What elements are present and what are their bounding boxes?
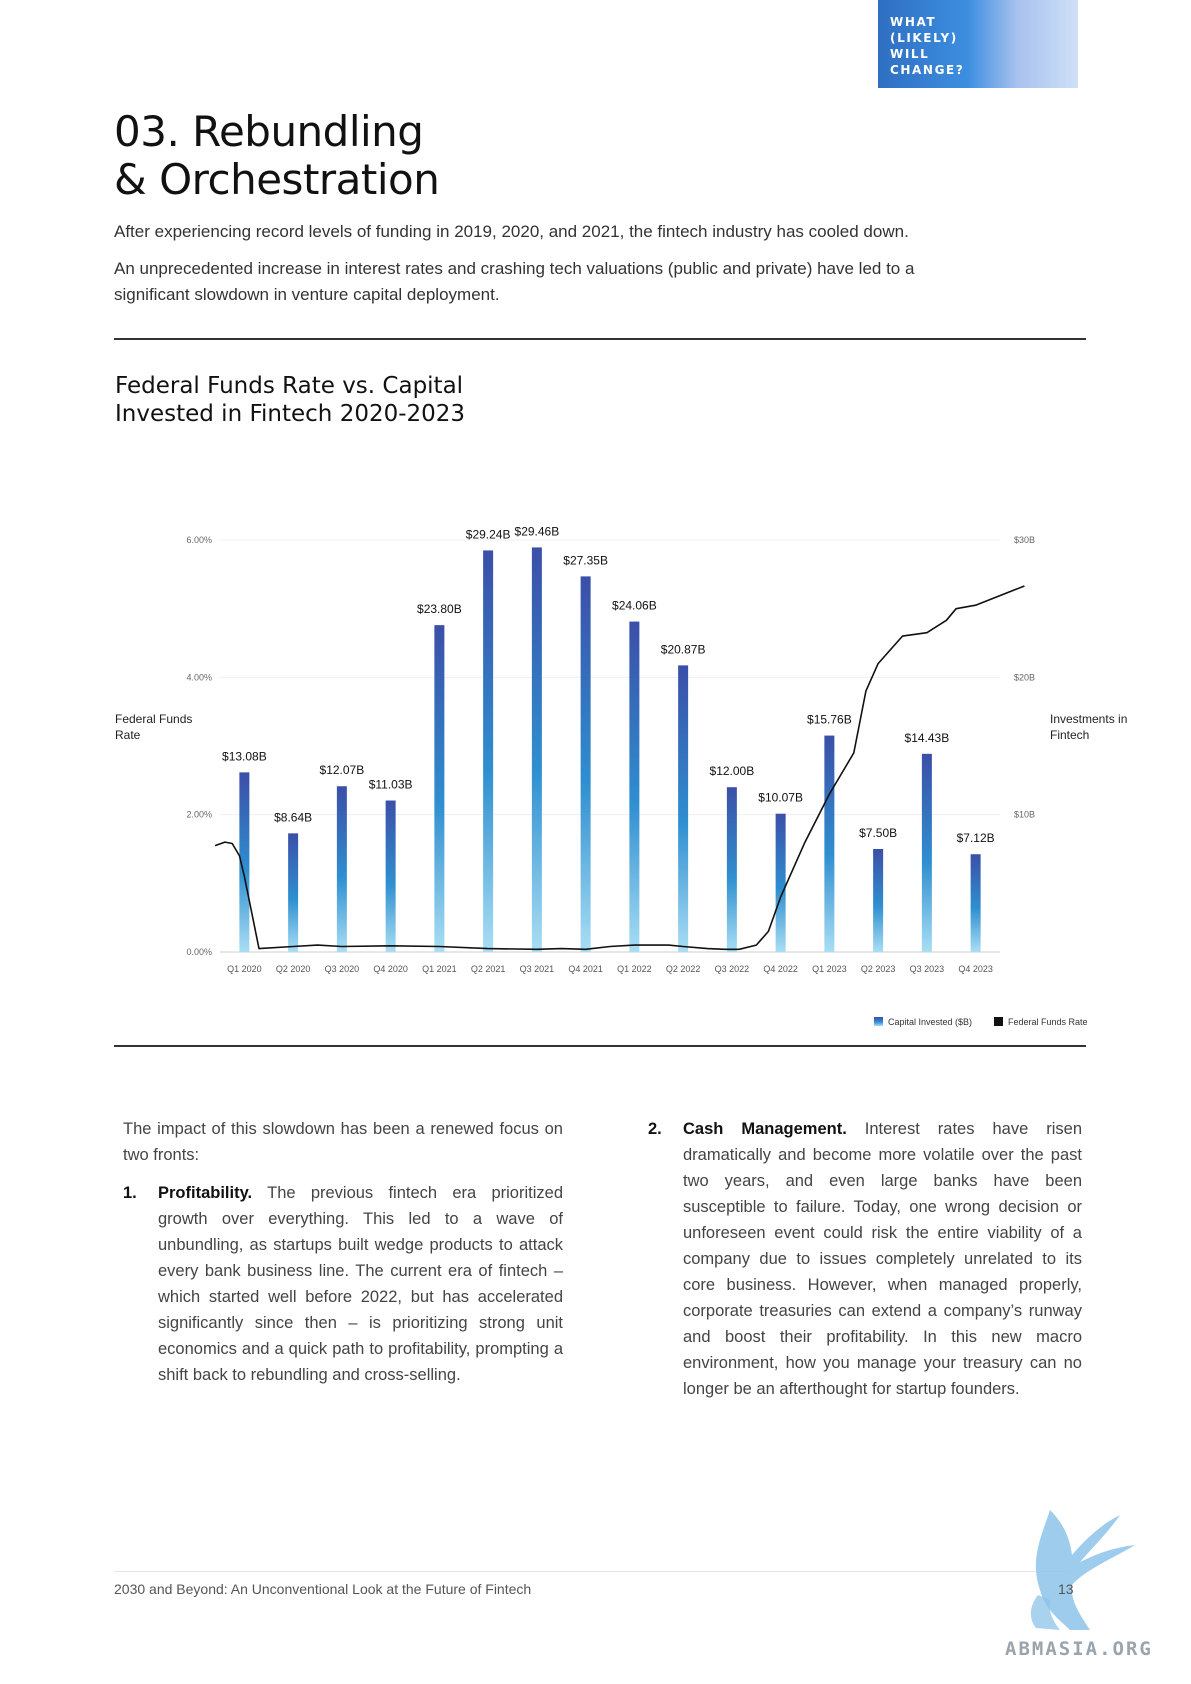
body-lead: The impact of this slowdown has been a r… [123,1120,563,1164]
list-text: The previous fintech era prioritized gro… [158,1184,563,1384]
bar-value-label: $7.12B [957,831,995,845]
combo-chart: 0.00% 2.00% 4.00% 6.00% $10B $20B $30B Federal … [115,524,1127,1027]
divider-bottom [114,1045,1086,1047]
y-right-tick-label: $20B [1014,672,1035,682]
chart-title: Federal Funds Rate vs. Capital Invested … [115,372,465,428]
x-tick-label: Q1 2023 [812,964,847,974]
bar [385,800,396,952]
bar-value-label: $15.76B [807,713,852,727]
bar [629,621,640,952]
bar-value-label: $13.08B [222,749,267,763]
list-item-profitability: 1. Profitability. The previous fintech e… [123,1180,563,1388]
bar-value-label: $10.07B [758,791,803,805]
x-tick-label: Q1 2021 [422,964,457,974]
x-tick-label: Q2 2023 [861,964,896,974]
list-number: 2. [648,1120,662,1138]
x-tick-label: Q2 2020 [276,964,311,974]
bar [483,550,494,952]
bar-value-label: $29.46B [515,524,560,538]
list-number: 1. [123,1184,137,1202]
x-tick-label: Q4 2020 [373,964,408,974]
x-tick-label: Q3 2023 [910,964,945,974]
bar-value-label: $11.03B [369,778,413,792]
y-left-axis-title: Federal Funds Rate [115,712,192,742]
y-left-tick-label: 6.00% [186,535,212,545]
page-title-line1: 03. Rebundling [114,107,424,156]
bar [873,849,884,952]
body-left-column: The impact of this slowdown has been a r… [123,1116,563,1388]
bar-value-label: $29.24B [466,527,511,541]
bar-value-label: $12.07B [320,763,365,777]
legend-label-capital: Capital Invested ($B) [888,1017,972,1027]
bar-value-label: $27.35B [563,553,608,567]
x-tick-label: Q4 2021 [568,964,603,974]
body-right-column: 2. Cash Management. Interest rates have … [648,1116,1082,1402]
y-left-tick-label: 0.00% [186,947,212,957]
section-tag: WHAT (LIKELY) WILL CHANGE? [878,0,1078,88]
y-right-tick-label: $30B [1014,535,1035,545]
bar-value-label: $7.50B [859,826,897,840]
bar-value-label: $8.64B [274,810,312,824]
y-right-axis-title: Investments in Fintech [1050,712,1127,742]
bar [434,625,445,952]
x-tick-label: Q2 2022 [666,964,701,974]
x-tick-label: Q1 2022 [617,964,652,974]
bar [824,735,835,952]
fed-funds-rate-line [214,585,1025,951]
bar-value-label: $24.06B [612,599,657,613]
bar [678,665,689,952]
chart-title-line1: Federal Funds Rate vs. Capital [115,373,464,399]
list-term: Profitability. [158,1184,253,1202]
bar [726,787,737,952]
y-left-tick-label: 2.00% [186,810,212,820]
bar-value-label: $14.43B [905,731,950,745]
list-term: Cash Management. [683,1120,847,1138]
chart-title-line2: Invested in Fintech 2020-2023 [115,401,466,427]
page-title: 03. Rebundling & Orchestration [114,107,440,204]
y-left-tick-label: 4.00% [186,672,212,682]
bar-value-label: $23.80B [417,602,462,616]
x-tick-label: Q4 2023 [958,964,993,974]
bar [239,772,250,952]
x-tick-label: Q3 2021 [520,964,555,974]
legend-swatch-capital [874,1017,883,1026]
x-tick-label: Q3 2022 [715,964,750,974]
page-title-line2: & Orchestration [114,155,440,204]
bar-value-label: $20.87B [661,642,706,656]
bar [580,576,591,952]
x-tick-label: Q2 2021 [471,964,506,974]
intro-paragraph-2: An unprecedented increase in interest ra… [114,259,915,304]
intro-paragraph-1: After experiencing record levels of fund… [114,222,909,241]
bar [288,833,299,952]
bar-value-label: $12.00B [710,764,755,778]
divider-top [114,338,1086,340]
bar [336,786,347,952]
list-text: Interest rates have risen dramatically a… [683,1120,1082,1398]
bar [970,854,981,952]
legend-swatch-fed-rate [994,1017,1003,1026]
x-tick-label: Q4 2022 [763,964,798,974]
footer-divider [114,1571,1070,1572]
bar [775,813,786,952]
bar [531,547,542,952]
footer-title: 2030 and Beyond: An Unconventional Look … [114,1581,532,1597]
watermark-text: ABMASIA.ORG [1005,1638,1153,1660]
y-right-tick-label: $10B [1014,810,1035,820]
griffin-logo-icon [1030,1510,1135,1630]
legend-label-fed-rate: Federal Funds Rate [1008,1017,1088,1027]
page-number: 13 [1058,1581,1074,1597]
list-item-cash-management: 2. Cash Management. Interest rates have … [648,1116,1082,1402]
section-tag-text: WHAT (LIKELY) WILL CHANGE? [890,15,965,77]
bar [921,753,932,952]
x-tick-label: Q3 2020 [325,964,360,974]
x-tick-label: Q1 2020 [227,964,262,974]
